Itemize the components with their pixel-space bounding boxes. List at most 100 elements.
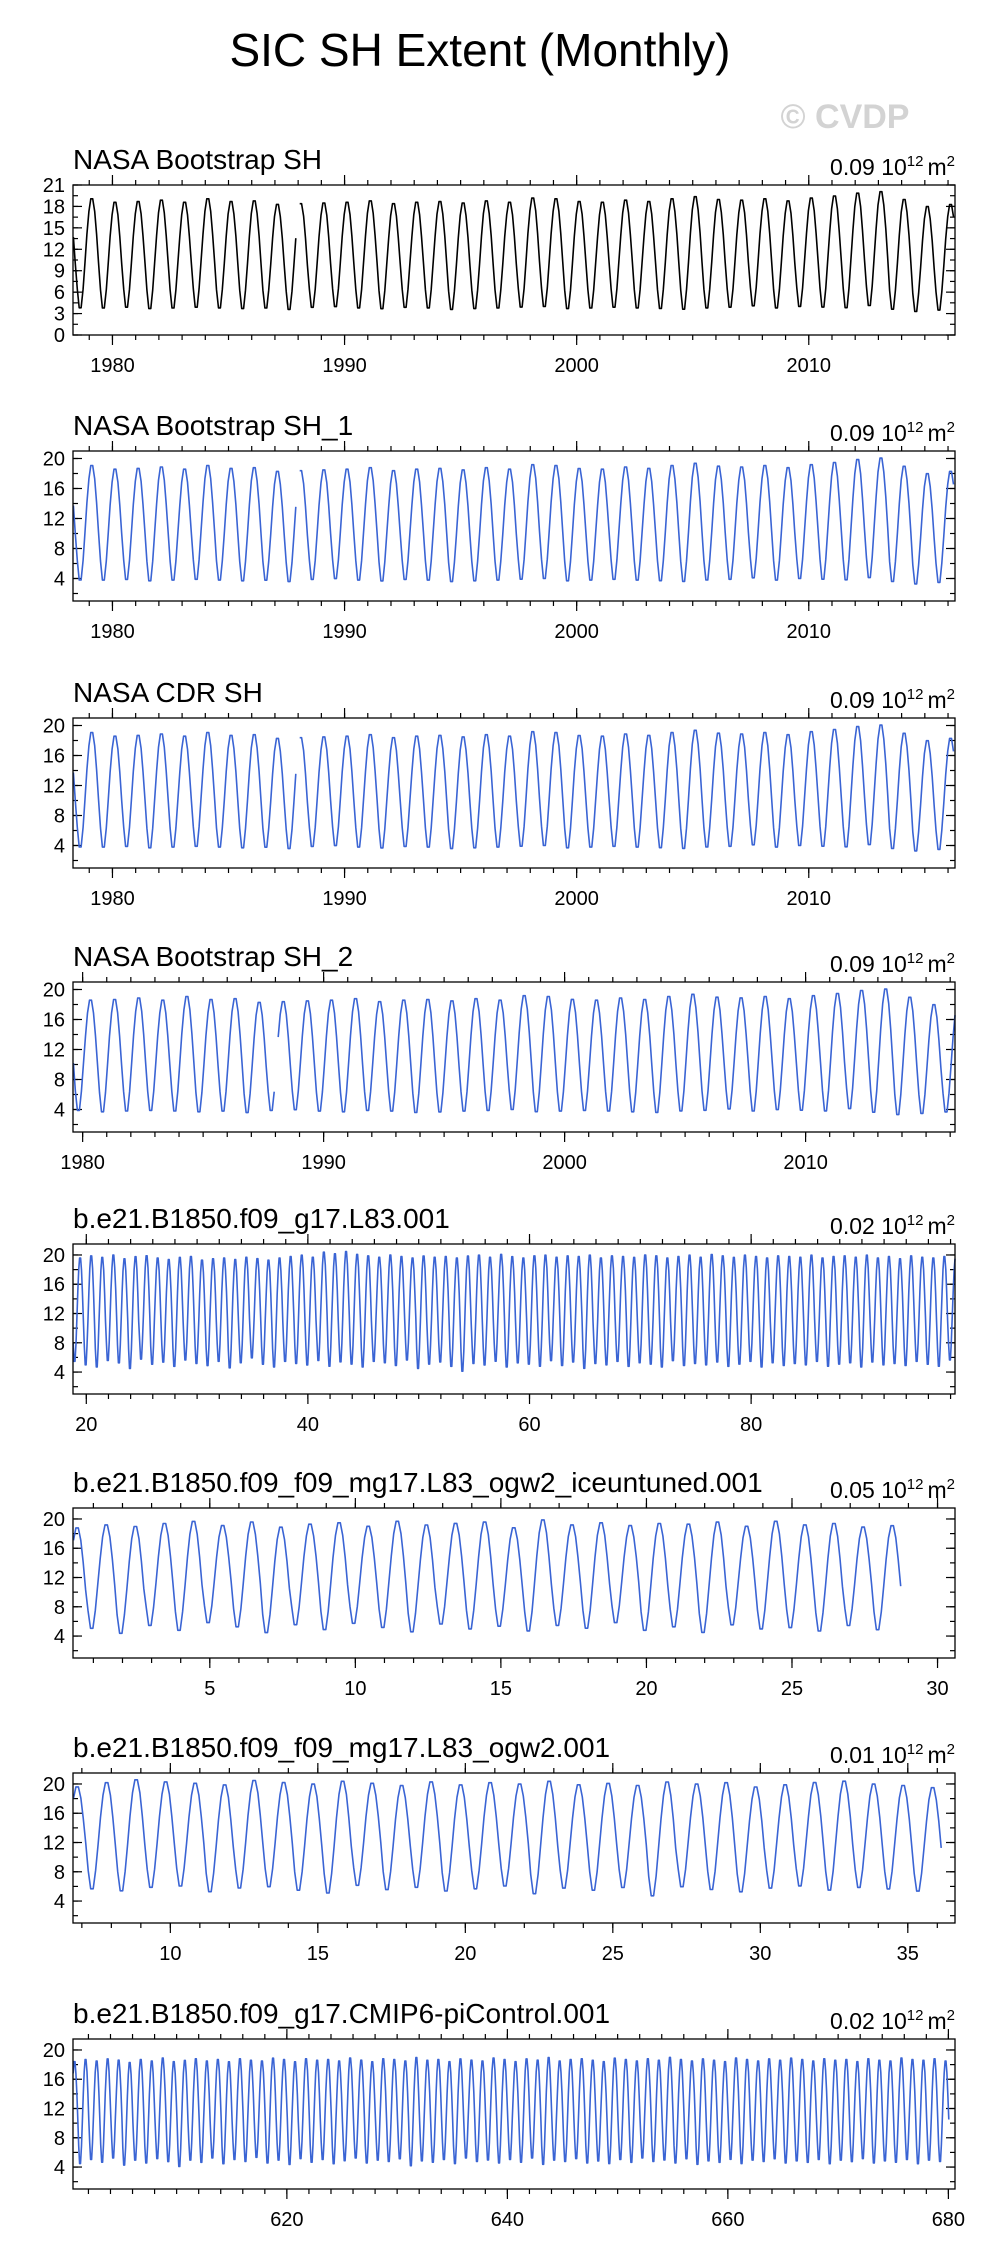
- x-tick-label: 35: [897, 1943, 919, 1965]
- series-line: [72, 724, 955, 852]
- y-tick-label: 8: [54, 1333, 65, 1355]
- x-tick-label: 30: [749, 1943, 771, 1965]
- x-tick-label: 680: [932, 2209, 965, 2231]
- y-tick-label: 16: [43, 1010, 65, 1032]
- annotation-exponent: 12: [907, 153, 924, 170]
- y-tick-label: 9: [54, 261, 65, 283]
- x-tick-label: 40: [297, 1414, 319, 1436]
- x-tick-label: 2000: [542, 1152, 587, 1174]
- annotation-unit: m: [927, 1213, 946, 1239]
- annotation-unit: m: [927, 1477, 946, 1503]
- series-line: [72, 1779, 942, 1897]
- y-tick-label: 8: [54, 2128, 65, 2150]
- chart-title: NASA CDR SH: [73, 677, 263, 708]
- series-line: [72, 457, 955, 585]
- x-tick-label: 15: [307, 1943, 329, 1965]
- annotation-value: 0.02 10: [830, 1213, 907, 1239]
- plot-frame: [72, 450, 956, 602]
- figure-title: SIC SH Extent (Monthly): [229, 24, 730, 76]
- y-tick-label: 12: [43, 1304, 65, 1326]
- y-tick-label: 20: [43, 1245, 65, 1267]
- x-tick-label: 10: [344, 1678, 366, 1700]
- plot-frame: [72, 2038, 956, 2190]
- chart-panel: b.e21.B1850.f09_f09_mg17.L83_ogw2_iceunt…: [43, 1467, 956, 1700]
- y-tick-label: 4: [54, 1626, 65, 1648]
- chart-title: b.e21.B1850.f09_g17.L83.001: [73, 1203, 450, 1234]
- annotation-unit: m: [927, 1742, 946, 1768]
- plot-frame: [72, 981, 956, 1133]
- chart-annotation: 0.09 1012 m2: [830, 950, 955, 977]
- y-tick-label: 18: [43, 196, 65, 218]
- x-tick-label: 1980: [90, 355, 135, 377]
- annotation-unit: m: [927, 951, 946, 977]
- chart-title: b.e21.B1850.f09_g17.CMIP6-piControl.001: [73, 1998, 610, 2029]
- y-tick-label: 16: [43, 1274, 65, 1296]
- chart-panel: NASA Bootstrap SH_2 0.09 1012 m24812162019…: [43, 941, 956, 1174]
- y-tick-label: 12: [43, 239, 65, 261]
- annotation-value: 0.09 10: [830, 687, 907, 713]
- x-tick-label: 1980: [90, 621, 135, 643]
- chart-title: NASA Bootstrap SH: [73, 144, 322, 175]
- annotation-unit-exponent: 2: [947, 1741, 955, 1758]
- y-tick-label: 3: [54, 304, 65, 326]
- annotation-exponent: 12: [907, 1476, 924, 1493]
- annotation-unit: m: [927, 2008, 946, 2034]
- y-tick-label: 4: [54, 1362, 65, 1384]
- x-tick-label: 1990: [322, 888, 367, 910]
- annotation-exponent: 12: [907, 950, 924, 967]
- y-tick-label: 16: [43, 479, 65, 501]
- x-tick-label: 25: [602, 1943, 624, 1965]
- chart-annotation: 0.09 1012 m2: [830, 153, 955, 180]
- y-tick-label: 12: [43, 1833, 65, 1855]
- chart-panel: NASA Bootstrap SH 0.09 1012 m2036912151821…: [43, 144, 956, 377]
- x-tick-label: 30: [926, 1678, 948, 1700]
- annotation-exponent: 12: [907, 686, 924, 703]
- series-line: [72, 988, 956, 1116]
- x-tick-label: 2000: [554, 888, 599, 910]
- chart-annotation: 0.09 1012 m2: [830, 419, 955, 446]
- chart-title: b.e21.B1850.f09_f09_mg17.L83_ogw2_iceunt…: [73, 1467, 763, 1498]
- y-tick-label: 0: [54, 325, 65, 347]
- x-tick-label: 10: [159, 1943, 181, 1965]
- series-line: [72, 1519, 902, 1635]
- watermark: © CVDP: [781, 98, 910, 136]
- series-line: [72, 190, 955, 313]
- annotation-unit-exponent: 2: [947, 153, 955, 170]
- x-tick-label: 20: [635, 1678, 657, 1700]
- x-tick-label: 1990: [301, 1152, 346, 1174]
- y-tick-label: 15: [43, 218, 65, 240]
- annotation-unit: m: [927, 687, 946, 713]
- x-tick-label: 20: [75, 1414, 97, 1436]
- y-tick-label: 4: [54, 2157, 65, 2179]
- y-tick-label: 4: [54, 569, 65, 591]
- y-tick-label: 20: [43, 2040, 65, 2062]
- y-tick-label: 8: [54, 1597, 65, 1619]
- x-tick-label: 1990: [322, 355, 367, 377]
- annotation-value: 0.09 10: [830, 951, 907, 977]
- plot-frame: [72, 184, 956, 336]
- x-tick-label: 2000: [554, 621, 599, 643]
- chart-annotation: 0.02 1012 m2: [830, 1212, 955, 1239]
- annotation-exponent: 12: [907, 1212, 924, 1229]
- x-tick-label: 640: [491, 2209, 524, 2231]
- y-tick-label: 16: [43, 1538, 65, 1560]
- chart-annotation: 0.02 1012 m2: [830, 2007, 955, 2034]
- chart-panel: b.e21.B1850.f09_g17.L83.001 0.02 1012 m2 4 8…: [43, 1203, 956, 1436]
- chart-title: b.e21.B1850.f09_f09_mg17.L83_ogw2.001: [73, 1732, 610, 1763]
- x-tick-label: 2010: [787, 355, 832, 377]
- x-tick-label: 60: [518, 1414, 540, 1436]
- y-tick-label: 8: [54, 1862, 65, 1884]
- y-tick-label: 4: [54, 836, 65, 858]
- y-tick-label: 20: [43, 449, 65, 471]
- chart-panel: b.e21.B1850.f09_f09_mg17.L83_ogw2.001 0.0…: [43, 1732, 956, 1965]
- plot-frame: [72, 1243, 956, 1395]
- x-tick-label: 660: [711, 2209, 744, 2231]
- annotation-value: 0.09 10: [830, 420, 907, 446]
- chart-annotation: 0.09 1012 m2: [830, 686, 955, 713]
- x-tick-label: 2010: [783, 1152, 828, 1174]
- y-tick-label: 8: [54, 539, 65, 561]
- y-tick-label: 16: [43, 746, 65, 768]
- x-tick-label: 2010: [787, 621, 832, 643]
